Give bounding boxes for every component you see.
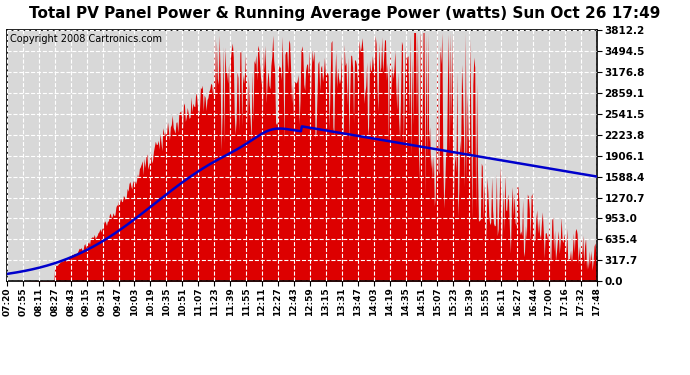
- Text: Copyright 2008 Cartronics.com: Copyright 2008 Cartronics.com: [10, 34, 162, 44]
- Text: Total PV Panel Power & Running Average Power (watts) Sun Oct 26 17:49: Total PV Panel Power & Running Average P…: [29, 6, 661, 21]
